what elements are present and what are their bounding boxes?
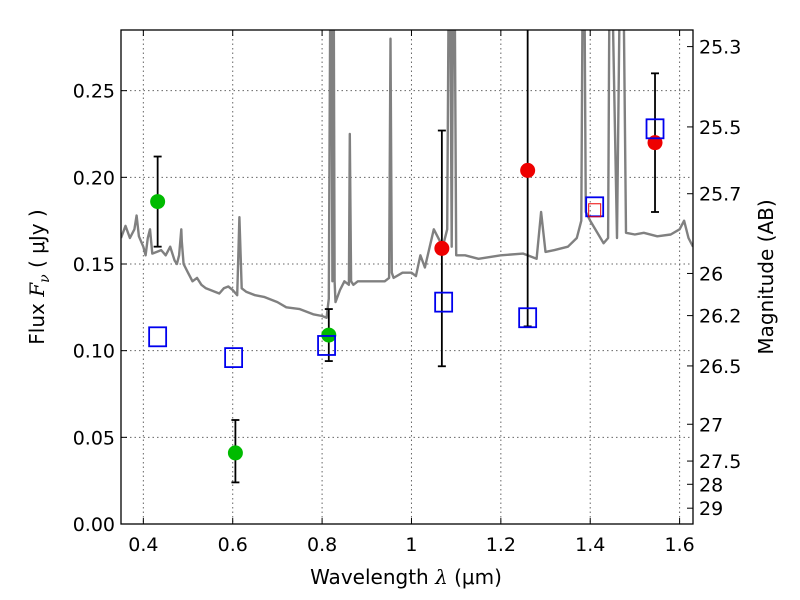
model-square-point: [317, 335, 336, 356]
mag-tick-label: 29: [699, 498, 723, 520]
data-markers: [148, 118, 665, 461]
y-axis-label: Flux Fν ( μJy ): [25, 209, 53, 344]
x-tick-label: 1: [405, 534, 417, 556]
mag-tick-label: 25.5: [699, 117, 741, 139]
model-square-point: [148, 326, 168, 348]
red-circle-point: [520, 162, 536, 178]
mag-tick-label: 26: [699, 263, 723, 285]
axis-ticks: 0.4 0.6 0.8 1 1.2 1.4 1.6 0.00 0.05 0.10 0.15 0.20 0…: [73, 30, 741, 556]
green-circle-point: [150, 194, 166, 210]
mag-tick-label: 26.2: [699, 306, 741, 328]
mag-tick-label: 25.3: [699, 37, 741, 59]
y-tick-label: 0.25: [73, 81, 115, 103]
y-tick-label: 0.05: [73, 427, 115, 449]
x-tick-label: 1.6: [664, 534, 694, 556]
mag-tick-label: 27: [699, 414, 723, 436]
green-circle-point: [227, 445, 243, 461]
plot-frame: [120, 29, 694, 525]
y-tick-label: 0.10: [73, 341, 115, 363]
mag-tick-label: 26.5: [699, 356, 741, 378]
mag-tick-label: 27.5: [699, 451, 741, 473]
right-axis-label: Magnitude (AB): [754, 199, 778, 354]
model-spectrum-line: [121, 30, 693, 319]
y-tick-label: 0.00: [73, 514, 115, 536]
model-square-point: [224, 347, 244, 369]
red-circle-point: [434, 240, 450, 256]
model-square-point: [434, 291, 454, 313]
x-tick-label: 0.8: [307, 534, 337, 556]
x-axis-label: Wavelength λ (μm): [310, 565, 502, 589]
x-tick-label: 1.4: [575, 534, 605, 556]
x-tick-label: 1.2: [486, 534, 516, 556]
grid-lines: [121, 30, 693, 525]
mag-tick-label: 28: [699, 474, 723, 496]
x-tick-label: 0.4: [128, 534, 158, 556]
red-square-point: [588, 203, 602, 218]
x-tick-label: 0.6: [218, 534, 248, 556]
y-tick-label: 0.20: [73, 167, 115, 189]
mag-tick-label: 25.7: [699, 184, 741, 206]
model-spectrum: [121, 30, 693, 319]
model-square-point: [645, 118, 665, 140]
y-tick-label: 0.15: [73, 254, 115, 276]
model-square-point: [518, 307, 538, 329]
